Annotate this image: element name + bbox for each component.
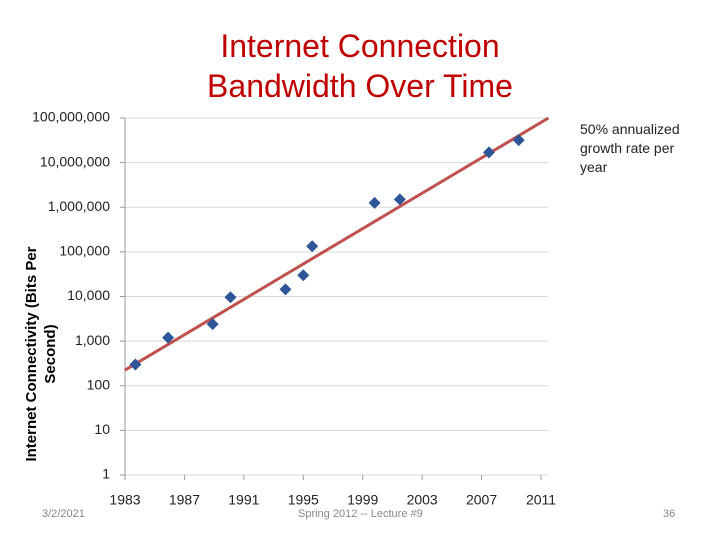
chart-title: Internet Connection Bandwidth Over Time xyxy=(207,28,513,104)
x-tick-label: 1995 xyxy=(288,492,319,508)
y-tick-label: 1 xyxy=(102,466,110,482)
data-point xyxy=(368,196,381,209)
data-point xyxy=(297,269,310,282)
data-point xyxy=(224,291,237,304)
x-tick-label: 2007 xyxy=(466,492,497,508)
footer-course: Spring 2012 -- Lecture #9 xyxy=(298,508,423,520)
y-tick-label: 10,000,000 xyxy=(40,153,110,169)
y-tick-label: 100 xyxy=(87,376,111,392)
data-point xyxy=(512,134,525,147)
trend-line xyxy=(124,116,550,372)
y-axis-label: Internet Connectivity (Bits Per Second) xyxy=(23,246,59,462)
x-tick-label: 2003 xyxy=(407,492,438,508)
data-point xyxy=(279,283,292,296)
x-tick-label: 1999 xyxy=(347,492,378,508)
y-tick-label: 10 xyxy=(94,421,110,437)
x-tick-label: 1987 xyxy=(169,492,200,508)
y-tick-label: 1,000 xyxy=(75,332,110,348)
data-point xyxy=(129,358,142,371)
y-tick-label: 100,000,000 xyxy=(32,109,110,125)
y-tick-label: 1,000,000 xyxy=(48,198,110,214)
data-point xyxy=(162,331,175,344)
y-tick-label: 10,000 xyxy=(67,287,110,303)
footer-date: 3/2/2021 xyxy=(42,508,85,520)
data-point xyxy=(306,240,319,253)
x-tick-label: 1991 xyxy=(228,492,259,508)
data-point xyxy=(483,146,495,159)
y-tick-label: 100,000 xyxy=(59,243,110,259)
data-point xyxy=(206,318,219,331)
x-tick-label: 1983 xyxy=(109,492,140,508)
annotation: 50% annualized growth rate per year xyxy=(580,121,680,175)
footer-page: 36 xyxy=(663,508,676,520)
data-point xyxy=(393,193,406,206)
x-tick-label: 2011 xyxy=(526,492,556,508)
